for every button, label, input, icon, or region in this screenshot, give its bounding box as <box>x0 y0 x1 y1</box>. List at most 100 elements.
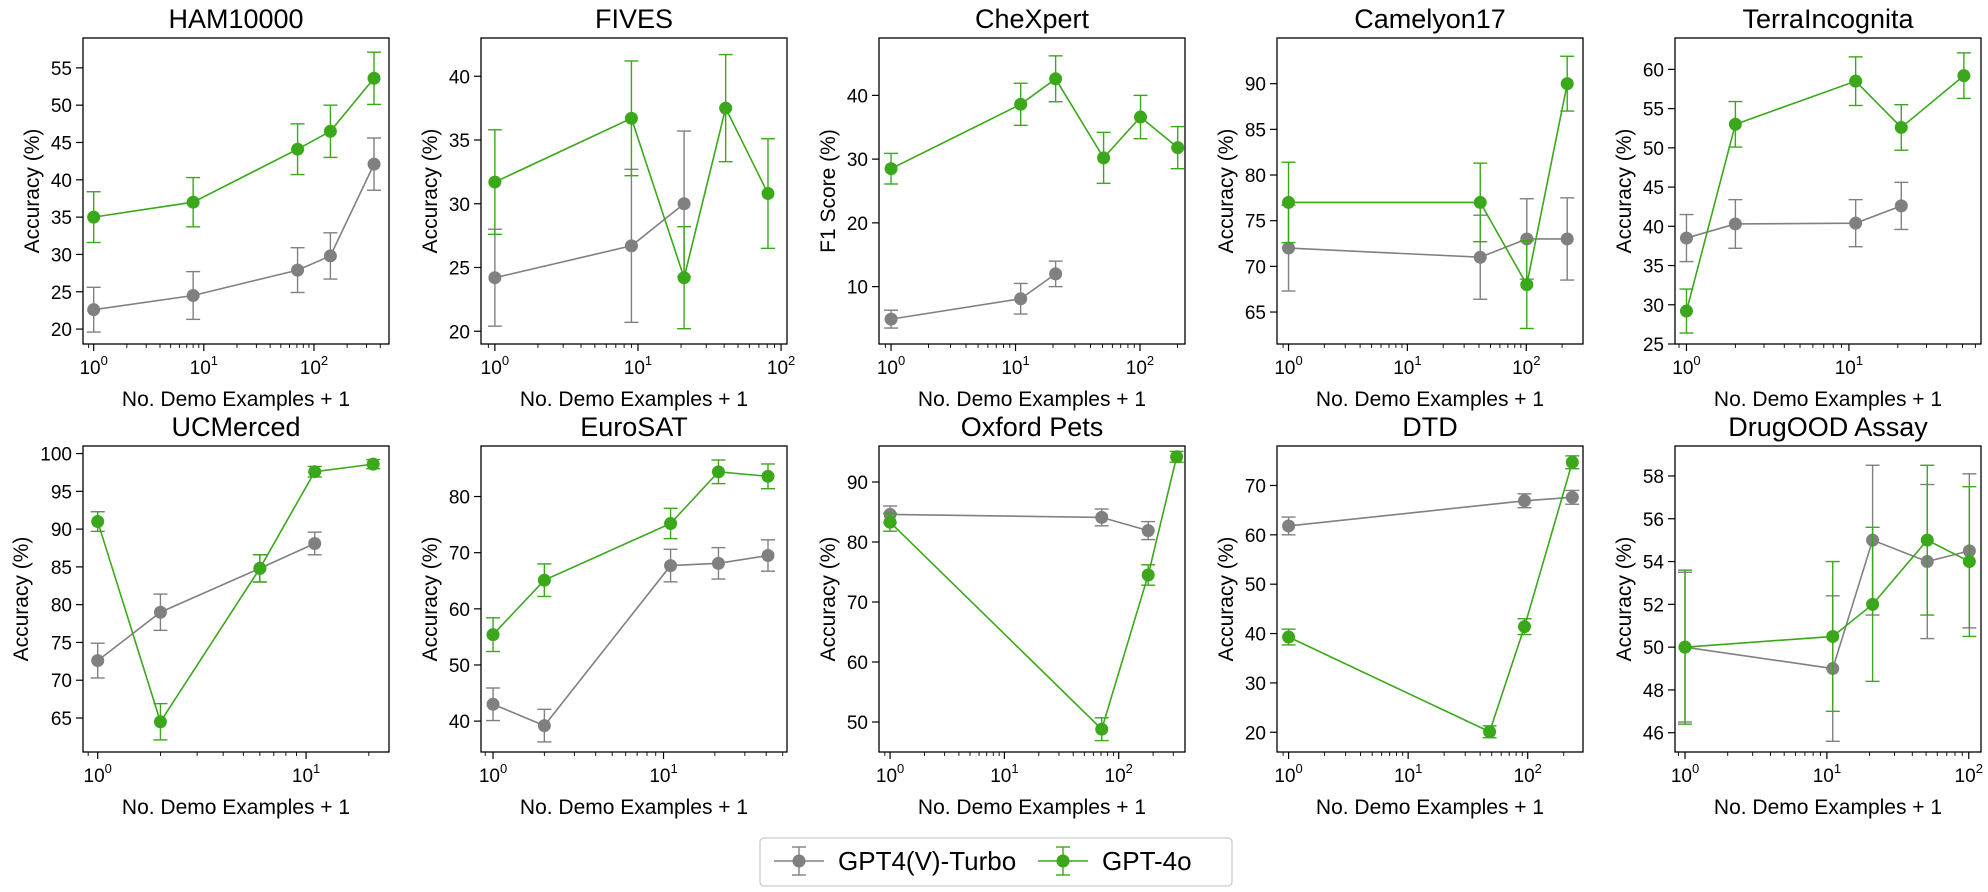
y-tick-label: 80 <box>847 533 868 554</box>
x-tick-label: 101 <box>624 353 652 379</box>
y-tick-label: 80 <box>51 596 72 617</box>
y-tick-label: 35 <box>1643 257 1664 278</box>
data-point <box>1141 568 1155 582</box>
data-point <box>253 561 267 575</box>
y-tick-label: 75 <box>51 633 72 654</box>
x-axis-label: No. Demo Examples + 1 <box>520 796 748 819</box>
chart-title: TerraIncognita <box>1742 4 1914 34</box>
series-line <box>1686 205 1902 239</box>
y-tick-label: 55 <box>1643 100 1664 121</box>
data-point <box>1565 490 1579 504</box>
y-tick-label: 40 <box>449 712 470 733</box>
chart-title: Camelyon17 <box>1354 4 1506 34</box>
series-gpt4v-turbo <box>1678 464 1977 743</box>
y-tick-label: 75 <box>1245 212 1266 233</box>
axes-frame <box>1276 37 1584 345</box>
y-tick-label: 20 <box>1245 723 1266 744</box>
data-point <box>1014 97 1028 111</box>
x-axis-label: No. Demo Examples + 1 <box>1714 388 1942 411</box>
y-tick-label: 30 <box>1245 674 1266 695</box>
y-tick-label: 25 <box>449 259 470 280</box>
y-tick-label: 70 <box>1245 257 1266 278</box>
x-tick-label: 101 <box>190 353 218 379</box>
data-point <box>1565 455 1579 469</box>
data-point <box>87 210 101 224</box>
data-point <box>1095 722 1109 736</box>
chart-title: CheXpert <box>975 4 1090 34</box>
series-line <box>96 463 374 724</box>
x-axis-label: No. Demo Examples + 1 <box>918 796 1146 819</box>
x-tick-label: 101 <box>1001 353 1029 379</box>
legend-marker <box>792 854 806 868</box>
axes-frame <box>878 37 1186 345</box>
y-axis-label: Accuracy (%) <box>1613 537 1636 662</box>
legend-frame <box>759 837 1233 887</box>
data-point <box>761 469 775 483</box>
x-tick-label: 100 <box>1672 353 1700 379</box>
y-tick-label: 20 <box>51 320 72 341</box>
y-tick-label: 85 <box>1245 120 1266 141</box>
axes-frame <box>1674 37 1982 345</box>
y-tick-label: 45 <box>51 133 72 154</box>
data-point <box>1520 278 1534 292</box>
y-axis-label: Accuracy (%) <box>419 537 442 662</box>
y-tick-label: 70 <box>1245 476 1266 497</box>
data-point <box>1678 640 1692 654</box>
data-point <box>1518 620 1532 634</box>
data-point <box>366 457 380 471</box>
series-line <box>97 542 316 662</box>
x-tick-label: 100 <box>481 353 509 379</box>
x-tick-label: 102 <box>1105 761 1133 787</box>
legend-entry-gpt4v-turbo: GPT4(V)-Turbo <box>774 846 1016 876</box>
data-point <box>711 556 725 570</box>
data-point <box>884 312 898 326</box>
data-point <box>323 249 337 263</box>
x-tick-label: 100 <box>1274 353 1302 379</box>
data-point <box>186 288 200 302</box>
chart-panel-8: DTD 100 101 102 20 30 40 50 60 70 No. Demo Example… <box>1215 412 1584 819</box>
chart-title: Oxford Pets <box>961 412 1104 442</box>
legend: GPT4(V)-Turbo GPT-4o <box>759 837 1233 887</box>
data-point <box>664 559 678 573</box>
chart-title: HAM10000 <box>168 4 303 34</box>
y-tick-label: 30 <box>847 150 868 171</box>
y-tick-label: 25 <box>1643 335 1664 356</box>
series-line <box>494 203 685 279</box>
data-point <box>486 628 500 642</box>
data-point <box>1473 250 1487 264</box>
y-tick-label: 46 <box>1643 724 1664 745</box>
chart-panel-5: UCMerced 100 101 65 70 75 80 85 90 95 100 No. Demo … <box>10 412 390 819</box>
data-point <box>1049 72 1063 86</box>
y-tick-label: 56 <box>1643 510 1664 531</box>
data-point <box>1679 231 1693 245</box>
data-point <box>87 303 101 317</box>
data-point <box>883 515 897 529</box>
x-tick-label: 100 <box>877 353 905 379</box>
series-gpt-4o <box>90 457 381 741</box>
chart-panel-2: CheXpert 100 101 102 10 20 30 40 No. Demo Exampl… <box>817 4 1186 411</box>
data-point <box>1518 494 1532 508</box>
x-tick-label: 102 <box>767 353 795 379</box>
data-point <box>711 465 725 479</box>
series-gpt-4o <box>86 51 382 244</box>
y-tick-label: 40 <box>1245 625 1266 646</box>
legend-entry-gpt-4o: GPT-4o <box>1038 846 1192 876</box>
y-axis-label: Accuracy (%) <box>1215 537 1238 662</box>
data-point <box>1520 232 1534 246</box>
legend-label: GPT-4o <box>1102 846 1192 876</box>
y-tick-label: 25 <box>51 283 72 304</box>
axes-frame <box>878 445 1186 753</box>
data-point <box>677 271 691 285</box>
chart-panel-6: EuroSAT 100 101 40 50 60 70 80 No. Demo Examples… <box>419 412 788 819</box>
series-line <box>889 456 1178 731</box>
y-axis-label: Accuracy (%) <box>817 537 840 662</box>
data-point <box>291 263 305 277</box>
data-point <box>153 715 167 729</box>
chart-panel-7: Oxford Pets 100 101 102 50 60 70 80 90 No. Demo E… <box>817 412 1186 819</box>
data-point <box>291 142 305 156</box>
y-tick-label: 40 <box>847 86 868 107</box>
series-gpt-4o <box>1679 52 1971 334</box>
y-tick-label: 50 <box>1643 139 1664 160</box>
x-axis-label: No. Demo Examples + 1 <box>1316 796 1544 819</box>
x-tick-label: 100 <box>876 761 904 787</box>
